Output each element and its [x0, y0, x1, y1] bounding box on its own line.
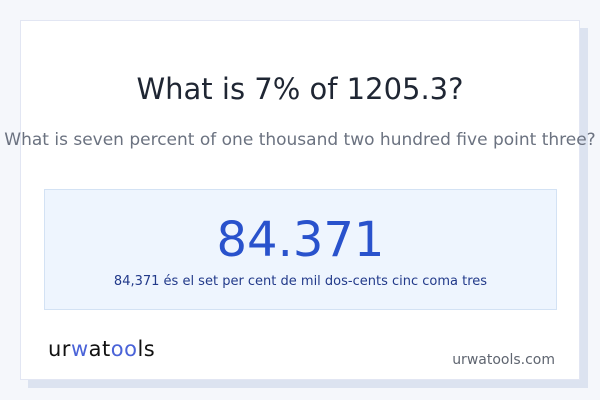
page-title: What is 7% of 1205.3? — [136, 72, 464, 106]
result-value: 84.371 — [216, 212, 385, 268]
result-words: 84,371 és el set per cent de mil dos-cen… — [113, 274, 488, 289]
result-box: 84.371 84,371 és el set per cent de mil … — [44, 189, 557, 310]
page-subtitle: What is seven percent of one thousand tw… — [4, 130, 596, 150]
site-link[interactable]: urwatools.com — [452, 352, 555, 368]
urwatools-logo[interactable]: urwatools — [48, 337, 156, 361]
